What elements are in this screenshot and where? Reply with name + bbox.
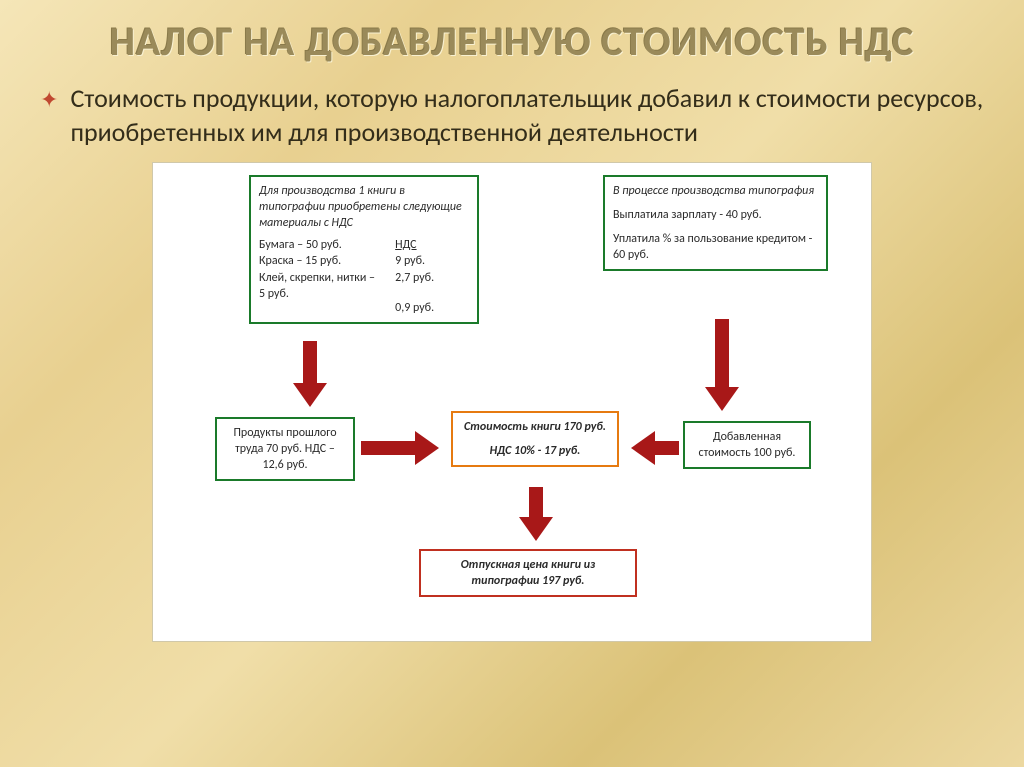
bullet-text: Стоимость продукции, которую налогоплате…	[70, 82, 984, 150]
row-item: Клей, скрепки, нитки – 5 руб.	[259, 270, 377, 302]
row-item: Краска – 15 руб.	[259, 253, 377, 269]
arrow-down-icon	[293, 383, 327, 407]
process-line: Выплатила зарплату - 40 руб.	[613, 207, 818, 223]
node-intro: В процессе производства типография	[613, 183, 818, 199]
arrow-down-icon	[519, 517, 553, 541]
node-past-labor: Продукты прошлого труда 70 руб. НДС – 12…	[215, 417, 355, 482]
arrow-shaft	[715, 319, 729, 389]
book-cost-line1: Стоимость книги 170 руб.	[461, 419, 609, 435]
row-item: Бумага – 50 руб.	[259, 237, 377, 253]
arrow-shaft	[653, 441, 679, 455]
arrow-down-icon	[705, 387, 739, 411]
row-nds: 9 руб.	[395, 253, 469, 269]
arrow-shaft	[303, 341, 317, 385]
nds-header: НДС	[395, 237, 469, 253]
node-process: В процессе производства типография Выпла…	[603, 175, 828, 272]
node-text: Добавленная стоимость 100 руб.	[699, 430, 796, 460]
row-nds: 0,9 руб.	[395, 300, 469, 316]
row-nds: 2,7 руб.	[395, 270, 469, 286]
book-cost-line2: НДС 10% - 17 руб.	[461, 443, 609, 459]
flowchart-diagram: Для производства 1 книги в типографии пр…	[152, 162, 872, 642]
star-icon: ✦	[40, 86, 58, 113]
node-book-cost: Стоимость книги 170 руб. НДС 10% - 17 ру…	[451, 411, 619, 467]
node-text: Продукты прошлого труда 70 руб. НДС – 12…	[233, 426, 336, 472]
process-line: Уплатила % за пользование кредитом - 60 …	[613, 231, 818, 263]
node-intro: Для производства 1 книги в типографии пр…	[259, 183, 469, 232]
arrow-shaft	[361, 441, 417, 455]
node-text: Отпускная цена книги из типографии 197 р…	[461, 558, 595, 588]
arrow-left-icon	[631, 431, 655, 465]
arrow-right-icon	[415, 431, 439, 465]
arrow-shaft	[529, 487, 543, 519]
page-title: НАЛОГ НА ДОБАВЛЕННУЮ СТОИМОСТЬ НДС	[30, 20, 994, 64]
node-added-value: Добавленная стоимость 100 руб.	[683, 421, 811, 469]
node-materials: Для производства 1 книги в типографии пр…	[249, 175, 479, 324]
node-release-price: Отпускная цена книги из типографии 197 р…	[419, 549, 637, 597]
slide: НАЛОГ НА ДОБАВЛЕННУЮ СТОИМОСТЬ НДС ✦ Сто…	[0, 0, 1024, 767]
bullet-item: ✦ Стоимость продукции, которую налогопла…	[30, 82, 994, 150]
